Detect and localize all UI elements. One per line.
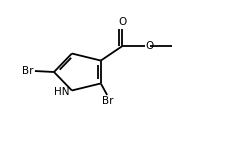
Text: Br: Br <box>102 96 113 106</box>
Text: Br: Br <box>22 66 34 76</box>
Text: O: O <box>146 41 154 51</box>
Text: O: O <box>118 17 126 27</box>
Text: HN: HN <box>54 87 69 97</box>
